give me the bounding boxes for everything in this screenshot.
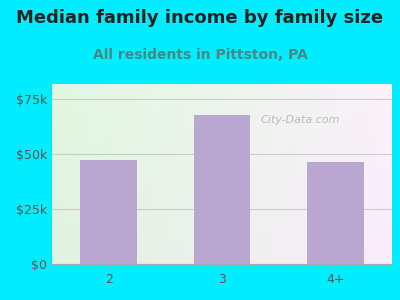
Bar: [194, 115, 250, 264]
Bar: [80, 160, 137, 264]
Bar: [307, 162, 364, 264]
Text: Median family income by family size: Median family income by family size: [16, 9, 384, 27]
Text: All residents in Pittston, PA: All residents in Pittston, PA: [92, 48, 308, 62]
Text: City-Data.com: City-Data.com: [260, 115, 340, 125]
